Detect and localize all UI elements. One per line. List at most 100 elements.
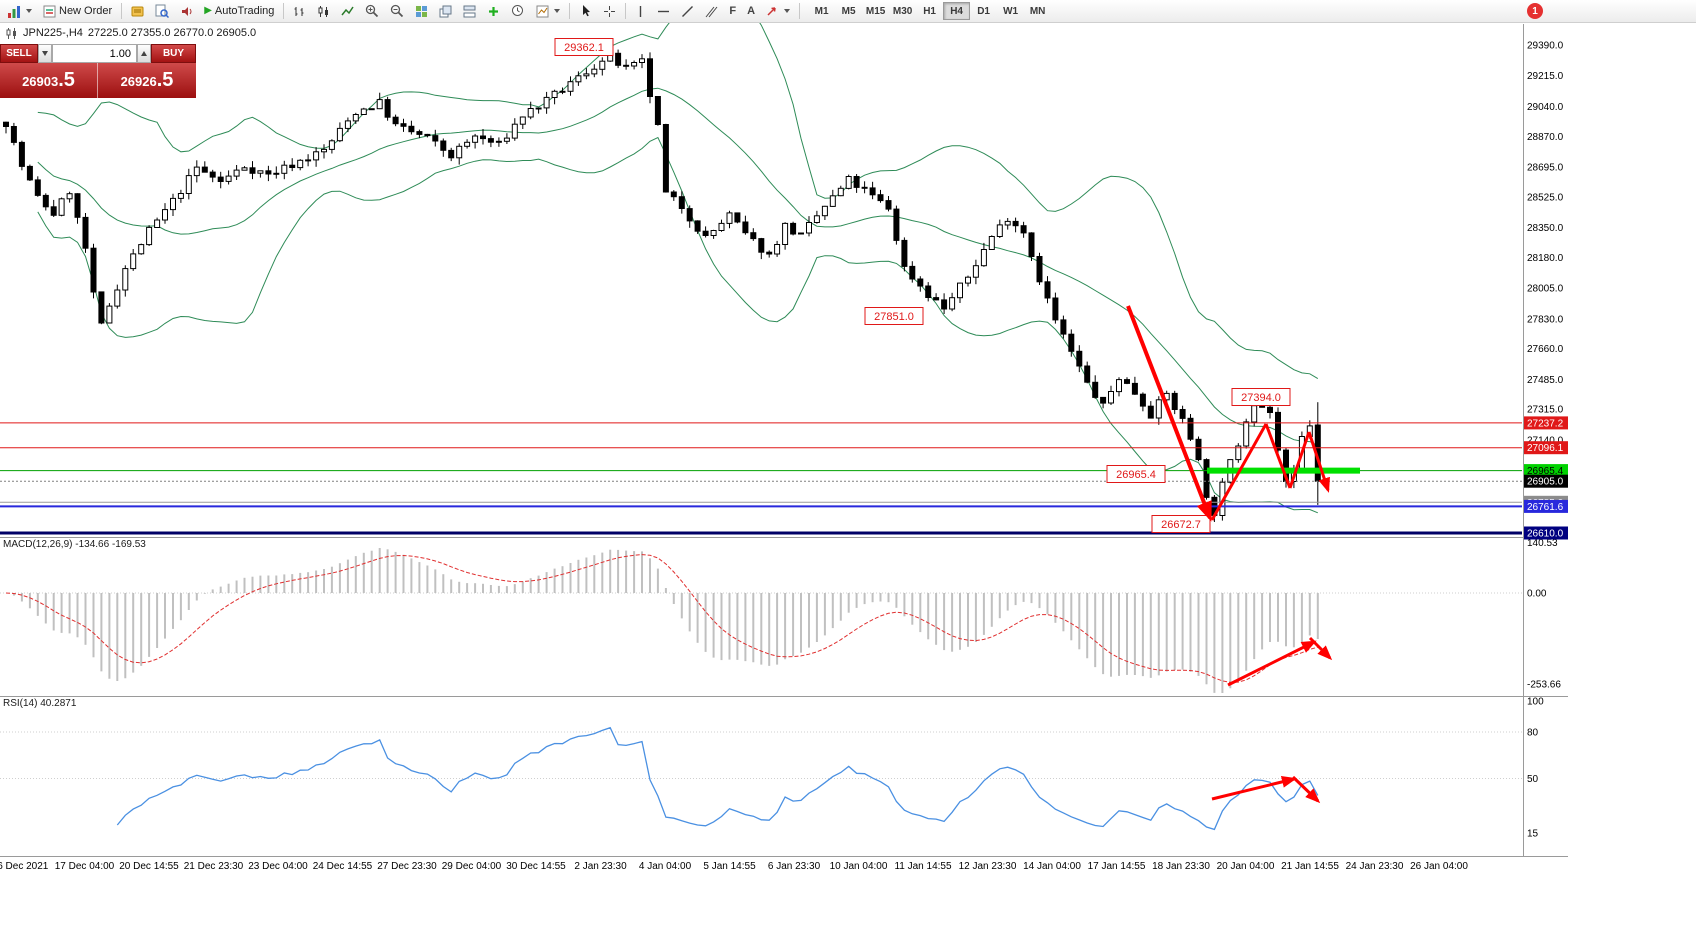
- crosshair-button[interactable]: [598, 2, 621, 21]
- svg-text:28870.0: 28870.0: [1527, 132, 1564, 143]
- toolbar-separator: [121, 3, 123, 19]
- bar-chart-icon: [294, 6, 304, 16]
- timeframe-button-M1[interactable]: M1: [808, 2, 835, 20]
- svg-text:24 Jan 23:30: 24 Jan 23:30: [1346, 861, 1404, 872]
- trend-arrows: [1126, 305, 1333, 804]
- svg-text:27237.2: 27237.2: [1527, 418, 1564, 429]
- candlestick-chart-button[interactable]: [312, 2, 335, 21]
- svg-text:29215.0: 29215.0: [1527, 71, 1564, 82]
- buy-price-button[interactable]: 26926.5: [98, 63, 196, 98]
- svg-text:18 Jan 23:30: 18 Jan 23:30: [1152, 861, 1210, 872]
- timeframe-button-M15[interactable]: M15: [862, 2, 889, 20]
- new-chart-button[interactable]: [3, 2, 37, 21]
- expert-advisors-icon: [131, 6, 144, 16]
- data-window-button[interactable]: [150, 2, 174, 21]
- svg-text:28525.0: 28525.0: [1527, 192, 1564, 203]
- autotrading-label: AutoTrading: [214, 5, 275, 17]
- svg-text:29 Dec 04:00: 29 Dec 04:00: [442, 861, 502, 872]
- arrow-shape-icon: [767, 6, 776, 16]
- timeframe-button-D1[interactable]: D1: [970, 2, 997, 20]
- volume-increase-button[interactable]: [137, 44, 151, 63]
- timeframe-button-MN[interactable]: MN: [1024, 2, 1051, 20]
- chart-ohlc-values: 27225.0 27355.0 26770.0 26905.0: [87, 27, 257, 39]
- trade-panel-controls: SELL BUY: [0, 44, 197, 63]
- trendline-tool-button[interactable]: [676, 2, 699, 21]
- autotrading-button[interactable]: ▶ AutoTrading: [199, 2, 279, 21]
- line-chart-icon: [341, 6, 355, 15]
- candlesticks: [3, 49, 1321, 522]
- cascade-windows-button[interactable]: [434, 2, 457, 21]
- sounds-button[interactable]: [175, 2, 198, 21]
- fibonacci-tool-button[interactable]: F: [724, 2, 741, 21]
- channel-tool-button[interactable]: [700, 2, 723, 21]
- arrange-windows-button[interactable]: [458, 2, 481, 21]
- main-toolbar: New Order ▶ AutoTrading: [0, 0, 1696, 23]
- vertical-line-tool-button[interactable]: [630, 2, 651, 21]
- zoom-out-button[interactable]: [385, 2, 409, 21]
- svg-text:20 Jan 04:00: 20 Jan 04:00: [1217, 861, 1275, 872]
- macd-indicator-label: MACD(12,26,9) -134.66 -169.53: [3, 539, 146, 550]
- svg-text:28180.0: 28180.0: [1527, 253, 1564, 264]
- shapes-tool-button[interactable]: [761, 2, 795, 21]
- svg-text:28350.0: 28350.0: [1527, 223, 1564, 234]
- data-window-icon: [155, 4, 170, 18]
- dropdown-caret-icon: [784, 9, 791, 13]
- timeframe-button-M30[interactable]: M30: [889, 2, 916, 20]
- macd-panel: 140.53 0.00 -253.66: [0, 538, 1561, 693]
- buy-button[interactable]: BUY: [151, 44, 196, 63]
- timeframe-button-H1[interactable]: H1: [916, 2, 943, 20]
- svg-text:80: 80: [1527, 728, 1539, 739]
- periods-button[interactable]: [506, 2, 530, 21]
- horizontal-line-tool-button[interactable]: [652, 2, 675, 21]
- svg-text:26965.4: 26965.4: [1527, 466, 1564, 477]
- bollinger-bands: [37, 22, 1319, 514]
- fibonacci-icon: F: [729, 4, 737, 17]
- expert-advisors-button[interactable]: [126, 2, 149, 21]
- sell-button[interactable]: SELL: [0, 44, 38, 63]
- price-axis: 29390.0 29215.0 29040.0 28870.0 28695.0 28525…: [1524, 41, 1568, 540]
- chart-canvas[interactable]: 140.53 0.00 -253.66 100 80 50 15 29390.0 29215.0…: [0, 22, 1696, 941]
- timeframe-button-M5[interactable]: M5: [835, 2, 862, 20]
- indicators-button[interactable]: [482, 2, 505, 21]
- svg-text:0.00: 0.00: [1527, 589, 1547, 600]
- clock-icon: [512, 5, 524, 16]
- cursor-arrow-icon: [583, 5, 591, 17]
- svg-text:27140.0: 27140.0: [1527, 436, 1564, 447]
- svg-text:12 Jan 23:30: 12 Jan 23:30: [959, 861, 1017, 872]
- bar-chart-button[interactable]: [288, 2, 311, 21]
- svg-text:28695.0: 28695.0: [1527, 163, 1564, 174]
- price-annotations: 29362.1 27851.0 27394.0 26965.4 26672.7: [554, 38, 1291, 533]
- dropdown-caret-icon: [554, 9, 561, 13]
- cascade-windows-icon: [439, 5, 452, 17]
- line-chart-button[interactable]: [336, 2, 359, 21]
- new-order-button[interactable]: New Order: [38, 2, 117, 21]
- chart-symbol-period: JPN225-,H4: [23, 27, 83, 39]
- autotrading-play-icon: ▶: [204, 5, 212, 16]
- sounds-icon: [182, 6, 192, 16]
- svg-text:15: 15: [1527, 828, 1539, 839]
- volume-input[interactable]: [52, 44, 137, 63]
- svg-text:20 Dec 14:55: 20 Dec 14:55: [119, 861, 179, 872]
- toolbar-separator: [569, 3, 571, 19]
- tile-windows-button[interactable]: [410, 2, 433, 21]
- panel-separators: [0, 24, 1568, 857]
- zoom-in-button[interactable]: [360, 2, 384, 21]
- sell-price-button[interactable]: 26903.5: [0, 63, 98, 98]
- rsi-panel: 100 80 50 15: [0, 697, 1544, 839]
- volume-decrease-button[interactable]: [38, 44, 52, 63]
- notifications-badge[interactable]: 1: [1527, 3, 1543, 19]
- templates-button[interactable]: [531, 2, 565, 21]
- svg-text:27830.0: 27830.0: [1527, 314, 1564, 325]
- svg-text:30 Dec 14:55: 30 Dec 14:55: [506, 861, 566, 872]
- dropdown-caret-icon: [26, 9, 32, 13]
- time-axis: 16 Dec 2021 17 Dec 04:00 20 Dec 14:55 21 De…: [0, 861, 1468, 872]
- timeframe-button-H4[interactable]: H4: [943, 2, 971, 20]
- svg-text:29362.1: 29362.1: [564, 42, 604, 54]
- text-tool-button[interactable]: A: [742, 2, 760, 21]
- cursor-button[interactable]: [574, 2, 597, 21]
- buy-price-main: 26926: [120, 74, 157, 89]
- svg-text:26672.7: 26672.7: [1161, 519, 1201, 531]
- svg-text:100: 100: [1527, 697, 1544, 708]
- svg-text:21 Dec 23:30: 21 Dec 23:30: [184, 861, 244, 872]
- timeframe-button-W1[interactable]: W1: [997, 2, 1024, 20]
